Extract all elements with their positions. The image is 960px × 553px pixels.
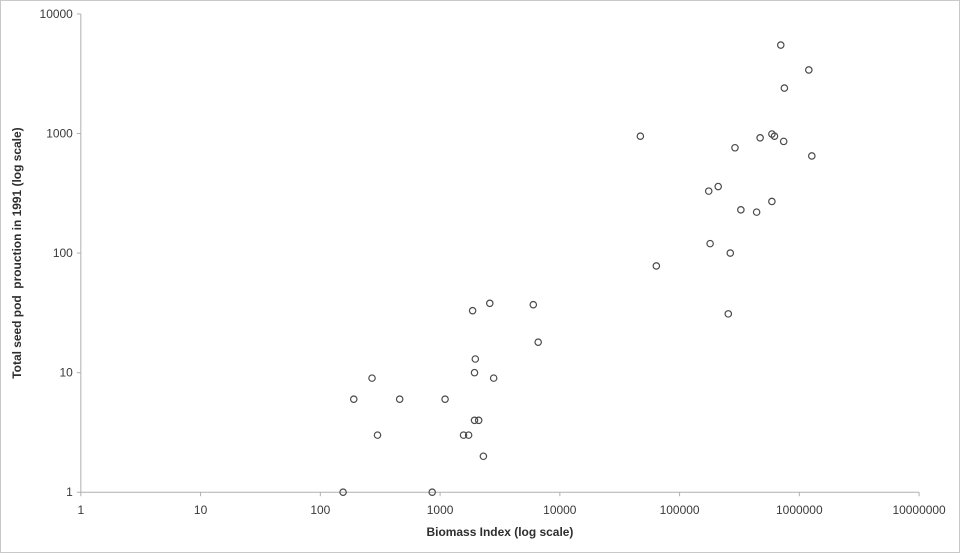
x-tick-label: 1000000	[776, 503, 823, 517]
data-point	[731, 143, 739, 152]
x-tick-label: 10000000	[892, 503, 946, 517]
x-tick-label: 100000	[660, 503, 700, 517]
data-point	[652, 262, 661, 270]
data-point	[780, 84, 789, 92]
data-point	[468, 306, 477, 315]
data-point	[636, 132, 645, 140]
y-tick-label: 100	[53, 246, 73, 260]
x-tick-label: 10	[194, 503, 208, 517]
data-point	[489, 374, 498, 382]
data-point	[779, 137, 788, 146]
tick-layer: 1 10 100 1000 10000 100000 1000000 10000000 1 10 1…	[40, 7, 946, 517]
data-point	[752, 208, 761, 216]
data-point	[534, 338, 542, 346]
y-tick-label: 10	[60, 366, 74, 380]
data-point	[349, 395, 358, 403]
data-point	[529, 300, 538, 309]
data-point	[459, 431, 468, 439]
data-point	[441, 395, 449, 403]
axes-layer	[80, 13, 920, 493]
data-point	[805, 66, 813, 74]
data-point	[704, 187, 713, 195]
data-point	[737, 206, 745, 214]
data-point	[770, 132, 779, 140]
data-point	[395, 395, 404, 403]
data-point	[470, 416, 479, 425]
data-point	[368, 374, 376, 382]
data-point	[373, 431, 382, 439]
x-tick-label: 10000	[543, 503, 577, 517]
y-tick-label: 1000	[46, 127, 73, 141]
data-point	[756, 134, 764, 142]
data-point	[808, 152, 816, 160]
x-axis-title: Biomass Index (log scale)	[426, 525, 573, 539]
y-tick-label: 1	[66, 485, 73, 499]
data-point	[768, 197, 776, 206]
data-point	[471, 355, 480, 363]
data-point	[428, 488, 436, 497]
x-tick-label: 1000	[427, 503, 454, 517]
data-point	[724, 310, 733, 318]
x-tick-label: 100	[310, 503, 330, 517]
y-axis-title: Total seed pod prouction in 1991 (log sc…	[10, 127, 24, 378]
x-tick-label: 1	[78, 503, 85, 517]
data-point	[470, 368, 479, 377]
data-point	[485, 299, 494, 308]
data-point	[706, 239, 714, 248]
data-point	[474, 416, 483, 425]
data-point	[714, 182, 722, 191]
data-point	[479, 452, 488, 461]
data-point	[776, 41, 785, 49]
data-point	[339, 488, 347, 497]
data-point	[464, 431, 473, 439]
data-point-layer	[339, 41, 816, 497]
data-point	[726, 249, 735, 257]
y-tick-label: 10000	[40, 7, 74, 21]
